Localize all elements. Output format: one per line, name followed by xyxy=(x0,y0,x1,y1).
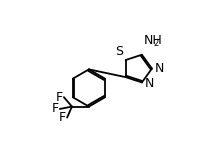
Text: F: F xyxy=(59,111,66,124)
Text: 2: 2 xyxy=(154,39,159,48)
Text: NH: NH xyxy=(143,34,162,47)
Text: F: F xyxy=(52,103,59,115)
Text: N: N xyxy=(155,62,164,75)
Text: N: N xyxy=(144,77,154,90)
Text: F: F xyxy=(56,91,63,104)
Text: S: S xyxy=(115,45,123,58)
